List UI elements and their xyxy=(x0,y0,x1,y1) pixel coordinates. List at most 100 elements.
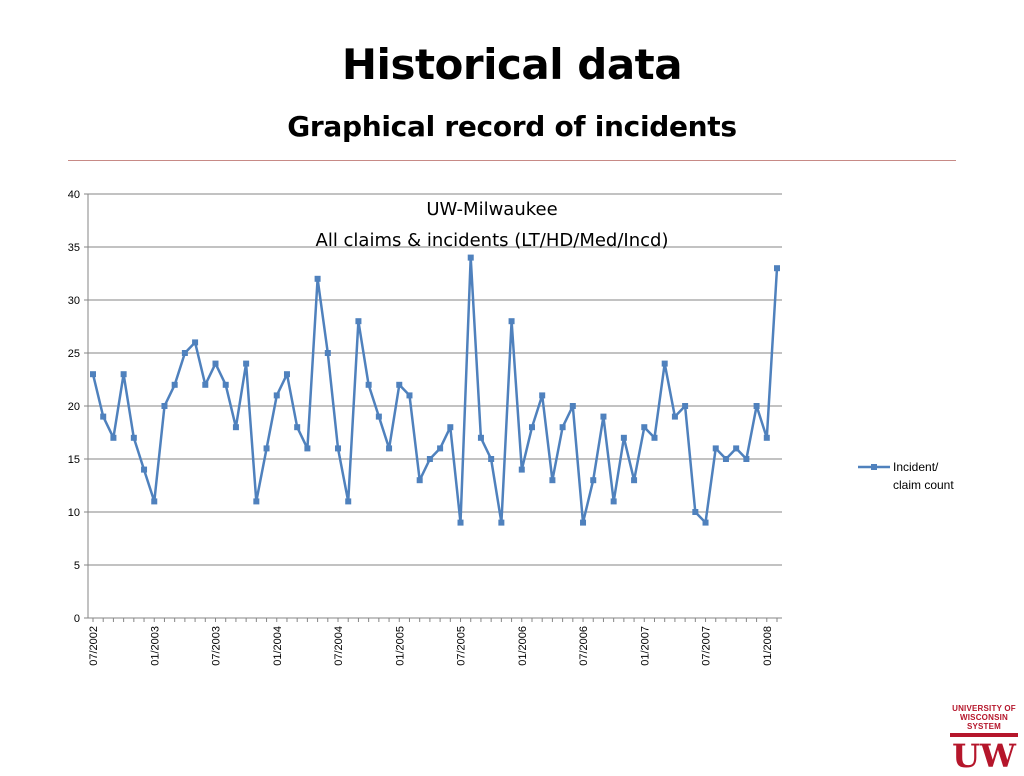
data-point xyxy=(304,445,311,452)
slide-subtitle: Graphical record of incidents xyxy=(287,110,737,143)
data-point xyxy=(283,371,290,378)
data-point xyxy=(100,413,107,420)
y-tick-label: 25 xyxy=(68,348,80,360)
data-point xyxy=(365,381,372,388)
data-point xyxy=(437,445,444,452)
data-point xyxy=(355,318,362,325)
y-tick-label: 20 xyxy=(68,401,80,413)
series-line xyxy=(91,256,779,524)
data-point xyxy=(774,265,780,272)
data-point xyxy=(253,498,260,505)
data-point xyxy=(692,509,699,515)
data-point xyxy=(743,456,750,462)
data-point xyxy=(661,360,668,367)
chart-legend: Incident/ claim count xyxy=(858,460,954,492)
y-tick-label: 15 xyxy=(68,454,80,466)
data-point xyxy=(426,456,433,462)
data-point xyxy=(222,381,229,388)
data-point xyxy=(682,403,689,409)
data-point xyxy=(528,424,535,431)
university-logo: UNIVERSITY OF WISCONSIN SYSTEM UW xyxy=(948,704,1020,775)
uw-logo-mark-icon: UW xyxy=(950,733,1018,775)
data-point xyxy=(620,434,627,441)
data-point xyxy=(671,413,678,420)
data-point xyxy=(477,434,484,441)
chart-series xyxy=(90,254,780,526)
x-tick-label: 07/2006 xyxy=(578,626,590,666)
data-point xyxy=(641,424,648,431)
data-point xyxy=(457,519,464,526)
data-point xyxy=(141,466,148,473)
x-tick-label: 01/2003 xyxy=(149,626,161,666)
chart-gridlines xyxy=(88,193,782,619)
data-point xyxy=(753,403,760,409)
y-tick-label: 10 xyxy=(68,507,80,519)
data-point xyxy=(161,403,168,409)
data-point xyxy=(130,434,137,441)
data-point xyxy=(651,434,658,441)
data-point xyxy=(559,424,566,431)
y-tick-label: 30 xyxy=(68,295,80,307)
x-tick-label: 01/2004 xyxy=(272,626,284,666)
legend-label-line1: Incident/ xyxy=(893,460,939,474)
x-axis-ticks: 07/2002 01/2003 07/2003 01/2004 07/2004 01/20… xyxy=(88,618,778,666)
data-point xyxy=(610,498,617,505)
legend-marker xyxy=(871,464,877,470)
data-point xyxy=(151,498,158,505)
y-tick-label: 5 xyxy=(74,560,80,572)
data-point xyxy=(488,456,495,462)
x-tick-label: 07/2004 xyxy=(333,626,345,666)
data-point xyxy=(467,254,474,261)
data-point xyxy=(396,381,403,388)
x-tick-label: 07/2002 xyxy=(88,626,100,666)
data-point xyxy=(406,392,413,399)
chart-title-line2: All claims & incidents (LT/HD/Med/Incd) xyxy=(316,230,669,251)
data-point xyxy=(600,413,607,420)
data-point xyxy=(733,445,740,452)
data-point xyxy=(314,275,321,282)
data-point xyxy=(120,371,127,378)
data-point xyxy=(549,477,556,484)
data-point xyxy=(447,424,454,431)
y-tick-label: 40 xyxy=(68,189,80,201)
data-point xyxy=(192,339,199,346)
y-tick-label: 0 xyxy=(74,613,80,625)
title-divider xyxy=(68,160,956,161)
data-point xyxy=(569,403,576,409)
data-point xyxy=(212,360,219,367)
data-point xyxy=(273,392,280,399)
logo-line1: UNIVERSITY OF xyxy=(952,704,1016,713)
data-point xyxy=(416,477,423,484)
data-point xyxy=(375,413,382,420)
x-tick-label: 01/2006 xyxy=(517,626,529,666)
data-point xyxy=(171,381,178,388)
logo-line2: WISCONSIN SYSTEM xyxy=(959,713,1009,731)
data-point xyxy=(90,371,96,378)
x-tick-label: 01/2005 xyxy=(394,626,406,666)
slide-title: Historical data xyxy=(341,40,683,89)
y-axis-ticks: 0 5 10 15 20 25 30 35 40 xyxy=(68,189,88,625)
y-tick-label: 35 xyxy=(68,242,80,254)
data-point xyxy=(580,519,587,526)
data-point xyxy=(702,519,709,526)
data-point xyxy=(631,477,638,484)
data-point xyxy=(722,456,729,462)
data-point xyxy=(110,434,117,441)
data-point xyxy=(243,360,250,367)
data-point xyxy=(712,445,719,452)
data-point xyxy=(263,445,270,452)
x-tick-label: 07/2003 xyxy=(211,626,223,666)
chart-title-line1: UW-Milwaukee xyxy=(426,199,557,220)
data-point xyxy=(518,466,525,473)
x-tick-label: 01/2008 xyxy=(762,626,774,666)
data-point xyxy=(232,424,239,431)
data-point xyxy=(324,350,331,356)
data-point xyxy=(508,318,515,325)
svg-text:UW: UW xyxy=(952,737,1017,771)
data-point xyxy=(386,445,393,452)
data-point xyxy=(345,498,352,505)
data-point xyxy=(181,350,188,356)
data-point xyxy=(763,434,770,441)
data-point xyxy=(590,477,597,484)
